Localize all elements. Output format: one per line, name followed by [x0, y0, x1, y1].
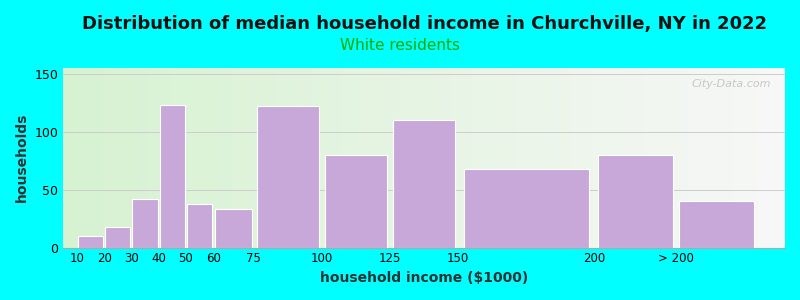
- X-axis label: household income ($1000): household income ($1000): [320, 271, 528, 285]
- Bar: [214, 209, 252, 247]
- Y-axis label: households: households: [15, 113, 29, 202]
- Text: City-Data.com: City-Data.com: [691, 79, 770, 89]
- Text: White residents: White residents: [340, 38, 460, 52]
- Bar: [598, 155, 673, 248]
- Bar: [160, 105, 185, 248]
- Bar: [106, 227, 130, 248]
- Bar: [133, 199, 158, 248]
- Bar: [325, 155, 387, 248]
- Bar: [464, 169, 589, 248]
- Bar: [679, 201, 754, 248]
- Bar: [393, 120, 455, 248]
- Bar: [187, 203, 212, 247]
- Bar: [78, 236, 103, 248]
- Title: Distribution of median household income in Churchville, NY in 2022: Distribution of median household income …: [82, 15, 766, 33]
- Bar: [257, 106, 319, 247]
